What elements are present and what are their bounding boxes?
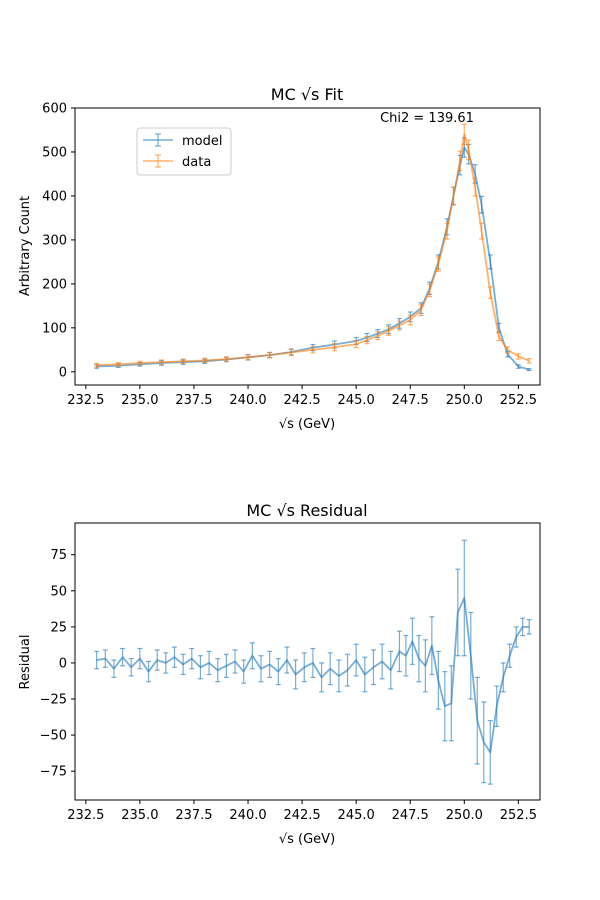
fit-x-tick-label: 240.0	[229, 393, 266, 408]
residual-chart-y-ticks: −75 −50 −25 0 25 50 75	[40, 548, 75, 780]
residual-y-tick-label: −75	[40, 765, 67, 780]
fit-x-tick-label: 247.5	[392, 393, 429, 408]
series-residual	[94, 539, 532, 785]
legend-entry-data: data	[143, 154, 211, 170]
residual-x-tick-label: 242.5	[283, 808, 320, 823]
fit-chart-x-label: √s (GeV)	[279, 417, 335, 432]
fit-x-tick-label: 242.5	[283, 393, 320, 408]
residual-x-tick-label: 252.5	[500, 808, 537, 823]
residual-x-tick-label: 235.0	[121, 808, 158, 823]
fit-y-tick-label: 500	[42, 145, 67, 160]
fit-y-tick-label: 200	[42, 277, 67, 292]
residual-chart-frame	[74, 522, 541, 801]
residual-chart-x-label: √s (GeV)	[279, 832, 335, 847]
fit-y-tick-label: 400	[42, 189, 67, 204]
residual-y-tick-label: −50	[40, 729, 67, 744]
fit-x-tick-label: 235.0	[121, 393, 158, 408]
legend-model-label: model	[182, 134, 222, 149]
legend-entry-model: model	[143, 133, 222, 149]
residual-y-tick-label: 0	[59, 656, 67, 671]
legend-data-label: data	[182, 155, 211, 170]
fit-chart-legend: model data	[136, 127, 232, 176]
fit-y-tick-label: 100	[42, 321, 67, 336]
residual-x-tick-label: 245.0	[338, 808, 375, 823]
residual-y-tick-label: −25	[40, 693, 67, 708]
fit-x-tick-label: 250.0	[446, 393, 483, 408]
fit-chart-x-ticks: 232.5 235.0 237.5 240.0 242.5 245.0 247.5 250.0…	[67, 385, 537, 408]
residual-x-tick-label: 247.5	[392, 808, 429, 823]
series-data	[94, 123, 532, 368]
fit-y-tick-label: 0	[59, 365, 67, 380]
fit-chart-marks	[94, 123, 532, 372]
residual-chart: MC √s Residual 232.5 235.0 237.5 240.0 242.5…	[18, 501, 541, 847]
fit-chart-title: MC √s Fit	[271, 85, 343, 104]
residual-x-tick-label: 237.5	[175, 808, 212, 823]
fit-chart-y-label: Arbitrary Count	[18, 196, 33, 296]
data-line	[96, 133, 530, 367]
residual-chart-x-ticks: 232.5 235.0 237.5 240.0 242.5 245.0 247.5 250.0…	[67, 800, 537, 823]
fit-x-tick-label: 252.5	[500, 393, 537, 408]
fit-chart-frame	[74, 107, 541, 386]
fit-chart-y-ticks: 0 100 200 300 400 500 600	[42, 102, 75, 380]
residual-x-tick-label: 232.5	[67, 808, 104, 823]
fit-y-tick-label: 300	[42, 233, 67, 248]
residual-chart-y-label: Residual	[18, 635, 33, 690]
fit-chart: MC √s Fit 232.5 235.0 237.5 240.0 242.5 245.0…	[18, 85, 541, 432]
residual-y-tick-label: 75	[50, 548, 67, 563]
fit-x-tick-label: 245.0	[338, 393, 375, 408]
residual-chart-title: MC √s Residual	[246, 501, 367, 520]
residual-y-tick-label: 25	[50, 620, 67, 635]
fit-x-tick-label: 232.5	[67, 393, 104, 408]
residual-y-tick-label: 50	[50, 584, 67, 599]
residual-chart-marks	[94, 539, 532, 785]
residual-line	[96, 597, 530, 754]
residual-x-tick-label: 250.0	[446, 808, 483, 823]
residual-x-tick-label: 240.0	[229, 808, 266, 823]
chi2-annotation: Chi2 = 139.61	[380, 111, 474, 126]
fit-x-tick-label: 237.5	[175, 393, 212, 408]
fit-y-tick-label: 600	[42, 102, 67, 117]
